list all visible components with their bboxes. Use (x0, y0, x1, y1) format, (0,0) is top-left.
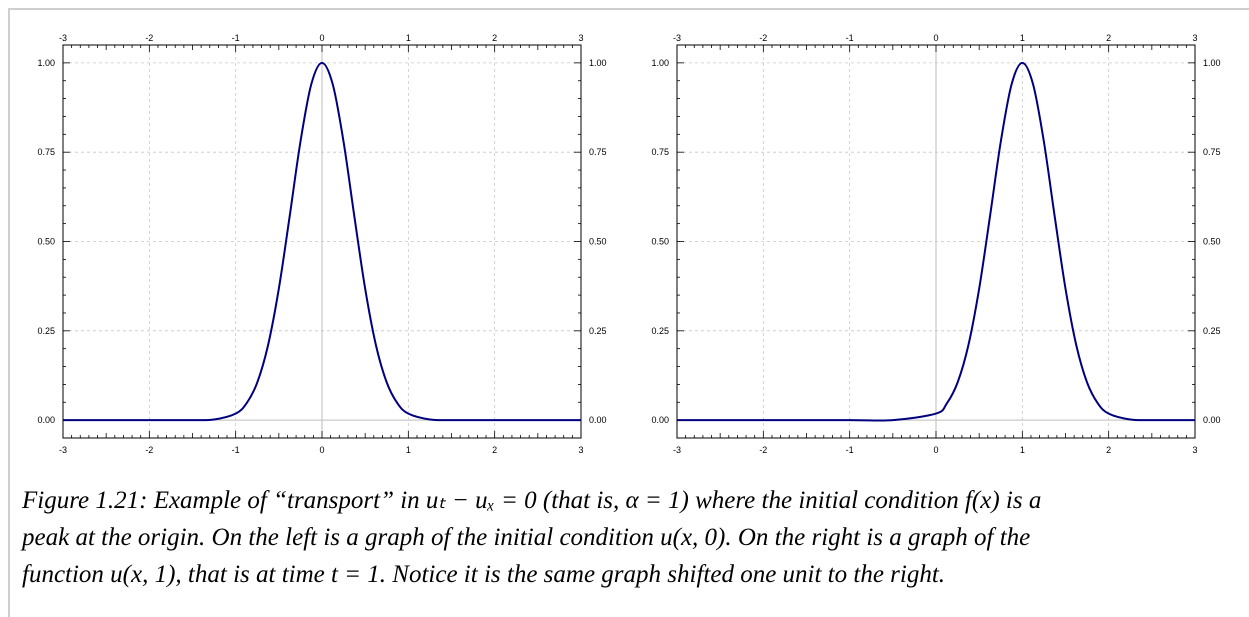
chart-1-x-tick-label-bottom: 2 (492, 445, 497, 455)
chart-2-y-tick-label-right: 0.25 (1203, 326, 1221, 336)
chart-2-y-tick-label-left: 0.00 (651, 415, 669, 425)
chart-2-y-tick-label-left: 0.75 (651, 147, 669, 157)
frame-top-border (8, 8, 1249, 10)
chart-1-y-tick-label-right: 0.25 (589, 326, 607, 336)
figure-caption: Figure 1.21: Example of “transport” in u… (22, 482, 1242, 593)
chart-2-y-tick-label-left: 0.50 (651, 237, 669, 247)
chart-1-x-tick-label-bottom: 0 (319, 445, 324, 455)
chart-2-x-tick-label-bottom: 1 (1020, 445, 1025, 455)
chart-1-y-tick-label-right: 1.00 (589, 58, 607, 68)
chart-1-y-tick-label-left: 0.25 (37, 326, 55, 336)
chart-1-y-tick-label-right: 0.75 (589, 147, 607, 157)
chart-2-y-tick-label-right: 0.50 (1203, 237, 1221, 247)
chart-1-y-tick-label-left: 1.00 (37, 58, 55, 68)
chart-2-y-tick-label-left: 1.00 (651, 58, 669, 68)
chart-1-x-tick-label-bottom: -3 (59, 445, 67, 455)
chart-2-x-tick-label-top: -3 (673, 33, 681, 43)
chart-1-y-tick-label-left: 0.50 (37, 237, 55, 247)
chart-2-x-tick-label-top: 3 (1192, 33, 1197, 43)
chart-1-series-line (63, 61, 581, 422)
charts-area: -3 -3 -2 -2 -1 -1 0 0 1 1 2 2 3 3 0.00 0.00 0.25 0.25 0.50… (37, 33, 1221, 455)
chart-2-x-tick-label-bottom: -1 (846, 445, 854, 455)
chart-1-y-tick-label-left: 0.75 (37, 147, 55, 157)
chart-1-y-tick-label-right: 0.50 (589, 237, 607, 247)
chart-2-x-tick-label-bottom: -3 (673, 445, 681, 455)
chart-1-x-tick-label-bottom: -2 (145, 445, 153, 455)
chart-1-y-tick-label-right: 0.00 (589, 415, 607, 425)
chart-1-x-tick-label-bottom: 3 (578, 445, 583, 455)
chart-1-x-tick-label-top: -1 (232, 33, 240, 43)
chart-1-x-tick-label-bottom: -1 (232, 445, 240, 455)
chart-2-x-tick-label-bottom: 2 (1106, 445, 1111, 455)
chart-2-x-tick-label-bottom: 3 (1192, 445, 1197, 455)
chart-2-x-tick-label-top: 1 (1020, 33, 1025, 43)
caption-line-2: peak at the origin. On the left is a gra… (22, 524, 1031, 551)
chart-1-x-tick-label-top: -3 (59, 33, 67, 43)
chart-2-x-tick-label-top: -1 (846, 33, 854, 43)
chart-2-x-tick-label-top: 2 (1106, 33, 1111, 43)
chart-2-x-tick-label-bottom: -2 (759, 445, 767, 455)
chart-2-x-tick-label-bottom: 0 (933, 445, 938, 455)
chart-2-y-tick-label-right: 1.00 (1203, 58, 1221, 68)
caption-line-3: function u(x, 1), that is at time t = 1.… (22, 561, 946, 588)
chart-1-x-tick-label-bottom: 1 (406, 445, 411, 455)
chart-2-y-tick-label-left: 0.25 (651, 326, 669, 336)
chart-1-x-tick-label-top: 1 (406, 33, 411, 43)
chart-1-x-tick-label-top: 2 (492, 33, 497, 43)
chart-2-y-tick-label-right: 0.00 (1203, 415, 1221, 425)
chart-1-x-tick-label-top: 3 (578, 33, 583, 43)
caption-line-1: Figure 1.21: Example of “transport” in u… (22, 487, 1042, 514)
chart-2-series-line (677, 61, 1196, 422)
chart-1-x-tick-label-top: -2 (145, 33, 153, 43)
chart-2-x-tick-label-top: -2 (759, 33, 767, 43)
chart-2-x-tick-label-top: 0 (933, 33, 938, 43)
chart-2-y-tick-label-right: 0.75 (1203, 147, 1221, 157)
frame-left-border (8, 8, 10, 617)
chart-1-x-tick-label-top: 0 (319, 33, 324, 43)
chart-1-y-tick-label-left: 0.00 (37, 415, 55, 425)
